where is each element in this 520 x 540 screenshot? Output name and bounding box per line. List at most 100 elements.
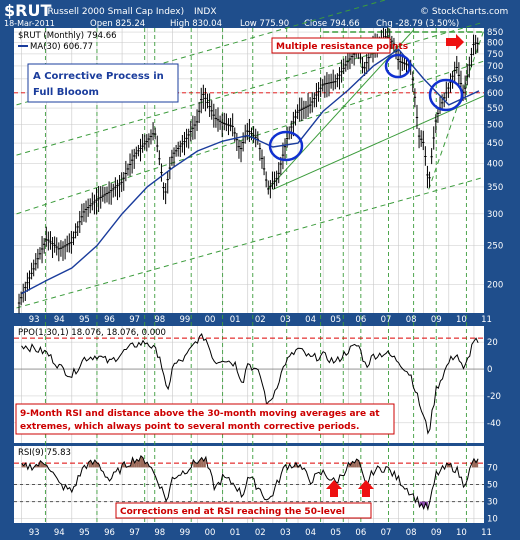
x-tick-label: 00 — [205, 315, 216, 325]
highlight-circle-2010 — [428, 78, 464, 112]
corrective-annotation-2: Full Blooom — [33, 87, 99, 98]
x-tick-label: 06 — [355, 315, 366, 325]
x-tick-label: 09 — [431, 528, 442, 538]
x-tick-label: 08 — [406, 528, 417, 538]
corrections-annotation: Corrections end at RSI reaching the 50-l… — [120, 507, 345, 517]
up-arrow-icon — [326, 480, 342, 497]
x-tick-label: 99 — [179, 528, 190, 538]
x-tick-label: 94 — [54, 315, 65, 325]
x-tick-label: 11 — [481, 315, 492, 325]
price-legend: $RUT (Monthly) 794.66 — [18, 31, 117, 41]
x-tick-label: 93 — [29, 315, 40, 325]
x-tick-label: 01 — [230, 315, 241, 325]
rsi-overbought-fill — [193, 460, 196, 468]
rsi-line — [21, 454, 479, 511]
date-label: 18-Mar-2011 — [4, 19, 55, 28]
rsi-overbought-fill — [134, 459, 137, 468]
price-y-tick-label: 200 — [487, 281, 503, 291]
x-tick-label: 03 — [280, 315, 291, 325]
up-arrow-icon — [358, 480, 374, 497]
rsi-overbought-fill — [138, 455, 141, 468]
rsi-overbought-fill — [197, 460, 200, 468]
ppo-y-tick-label: 20 — [487, 338, 498, 348]
change-label: Chg -28.79 (3.50%) — [376, 19, 459, 29]
ppo-y-tick-label: 0 — [487, 365, 492, 375]
rsi-overbought-fill — [42, 462, 45, 468]
trend-support-2003 — [267, 29, 414, 190]
x-tick-label: 01 — [230, 528, 241, 538]
price-y-tick-label: 550 — [487, 104, 503, 114]
rsi-overbought-fill — [140, 455, 144, 468]
rsi-overbought-fill — [195, 462, 198, 468]
extremes-box — [15, 403, 395, 435]
open-label: Open 825.24 — [90, 19, 145, 29]
trend-channel-mid-high — [16, 21, 485, 156]
x-tick-label: 11 — [481, 528, 492, 538]
corrections-box — [115, 502, 372, 519]
x-tick-label: 94 — [54, 528, 65, 538]
x-tick-label: 95 — [79, 528, 90, 538]
trend-support-2009 — [428, 29, 485, 190]
ppo-y-tick-label: -20 — [487, 392, 501, 402]
x-tick-label: 07 — [381, 315, 392, 325]
resistance-arrow-icon — [446, 34, 464, 50]
price-y-tick-label: 750 — [487, 50, 503, 60]
x-tick-label: 02 — [255, 315, 266, 325]
corrective-annotation-1: A Corrective Process in — [33, 71, 164, 82]
copyright-label: © StockCharts.com — [420, 7, 508, 17]
rsi-y-tick-label: 70 — [487, 463, 498, 473]
price-y-tick-label: 250 — [487, 242, 503, 252]
index-name: (Russell 2000 Small Cap Index) — [44, 7, 184, 17]
price-y-tick-label: 450 — [487, 139, 503, 149]
axis-labels: 9393949495959696979798989999000001010202… — [29, 28, 504, 538]
extremes-annotation-2: extremes, which always point to several … — [20, 422, 359, 432]
x-tick-label: 07 — [381, 528, 392, 538]
price-y-tick-label: 600 — [487, 89, 503, 99]
corrective-box — [27, 63, 179, 103]
rsi-legend: RSI(9) 75.83 — [18, 448, 71, 458]
x-tick-label: 02 — [255, 528, 266, 538]
rsi-y-tick-label: 30 — [487, 498, 498, 508]
resistance-box — [271, 37, 391, 54]
x-tick-label: 96 — [104, 528, 115, 538]
x-tick-label: 05 — [330, 528, 341, 538]
resistance-annotation: Multiple resistance points — [276, 42, 408, 52]
x-tick-label: 97 — [129, 528, 140, 538]
rsi-overbought-fill — [448, 463, 451, 468]
close-label: Close 794.66 — [304, 19, 360, 29]
price-y-tick-label: 850 — [487, 28, 503, 38]
x-tick-label: 08 — [406, 315, 417, 325]
x-tick-label: 99 — [179, 315, 190, 325]
exchange-label: INDX — [194, 7, 216, 17]
x-tick-label: 10 — [456, 315, 467, 325]
price-y-tick-label: 400 — [487, 160, 503, 170]
x-tick-label: 98 — [154, 315, 165, 325]
x-tick-label: 10 — [456, 528, 467, 538]
x-tick-label: 04 — [305, 528, 316, 538]
ppo-line — [21, 333, 479, 435]
ma-legend: MA(30) 606.77 — [30, 42, 93, 52]
x-tick-label: 96 — [104, 315, 115, 325]
ppo-y-tick-label: -40 — [487, 419, 501, 429]
rsi-overbought-fill — [94, 460, 97, 468]
rsi-overbought-fill — [476, 458, 479, 468]
extremes-annotation-1: 9-Month RSI and distance above the 30-mo… — [20, 409, 380, 419]
price-y-tick-label: 350 — [487, 183, 503, 193]
price-y-tick-label: 650 — [487, 75, 503, 85]
price-y-tick-label: 300 — [487, 210, 503, 220]
x-tick-label: 03 — [280, 528, 291, 538]
x-tick-label: 93 — [29, 528, 40, 538]
x-tick-label: 06 — [355, 528, 366, 538]
rsi-y-tick-label: 50 — [487, 481, 498, 491]
trend-channel-mid-low — [16, 60, 485, 215]
price-y-tick-label: 500 — [487, 121, 503, 131]
trend-base-line — [272, 95, 485, 190]
low-label: Low 775.90 — [240, 19, 289, 29]
price-y-tick-label: 700 — [487, 62, 503, 72]
x-tick-label: 00 — [205, 528, 216, 538]
x-tick-label: 97 — [129, 315, 140, 325]
x-tick-label: 09 — [431, 315, 442, 325]
x-tick-label: 98 — [154, 528, 165, 538]
rsi-overbought-fill — [203, 457, 206, 468]
rsi-overbought-fill — [201, 457, 204, 468]
